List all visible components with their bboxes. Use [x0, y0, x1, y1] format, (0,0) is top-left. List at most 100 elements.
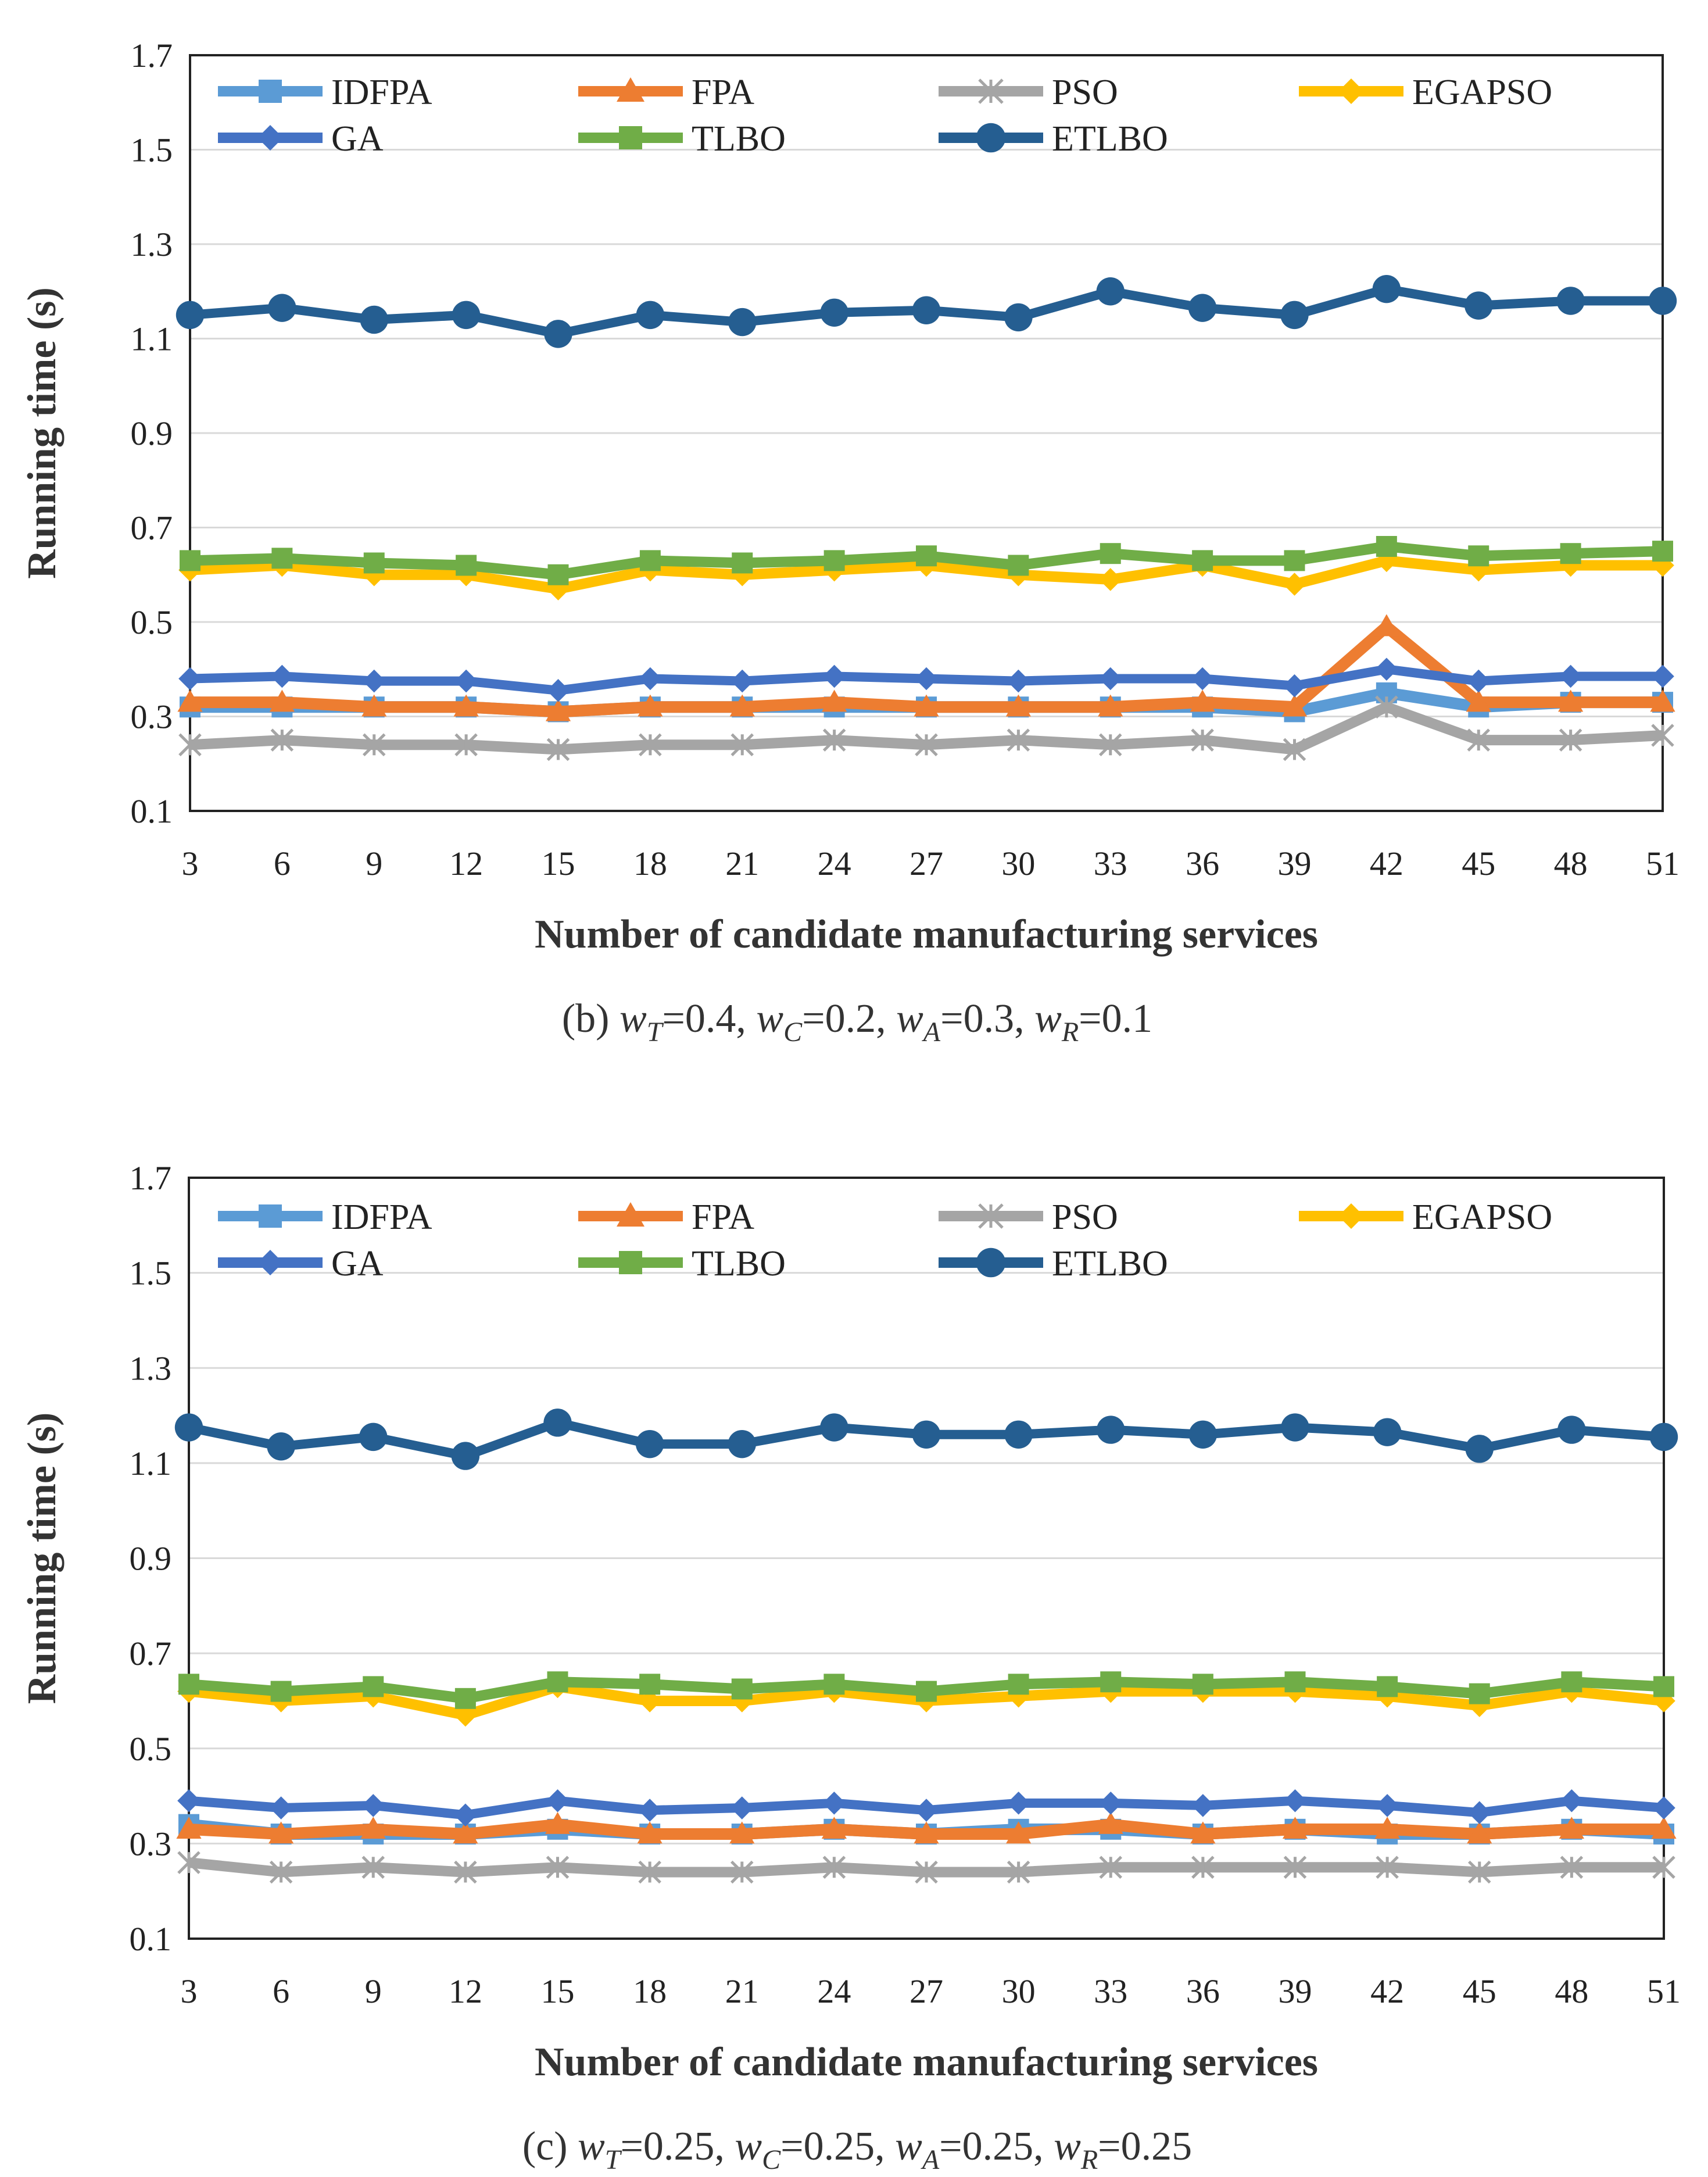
- data-point: [1006, 1821, 1032, 1844]
- legend-label: IDFPA: [331, 1197, 432, 1237]
- data-point: [452, 301, 481, 330]
- data-point: [176, 301, 205, 330]
- legend-item: ETLBO: [939, 1244, 1168, 1284]
- data-point: [1190, 689, 1215, 712]
- legend-label: GA: [331, 119, 384, 159]
- data-point: [1192, 1674, 1213, 1695]
- data-point: [1005, 694, 1031, 717]
- data-point: [177, 1851, 200, 1874]
- data-point: [1651, 724, 1674, 747]
- data-point: [1097, 1415, 1125, 1444]
- x-tick-label: 21: [725, 1972, 759, 2010]
- x-tick-label: 3: [181, 1972, 198, 2010]
- data-point: [823, 1674, 845, 1695]
- data-point: [1188, 294, 1217, 322]
- data-point: [1559, 664, 1582, 688]
- data-point: [1558, 689, 1584, 712]
- data-point: [1467, 1801, 1491, 1824]
- legend-item: IDFPA: [218, 73, 432, 112]
- data-point: [1651, 1817, 1677, 1839]
- legend-item: ETLBO: [939, 119, 1168, 159]
- data-point: [1281, 1413, 1309, 1442]
- data-point: [547, 1671, 568, 1693]
- data-point: [1098, 667, 1122, 691]
- data-point: [1284, 1671, 1306, 1693]
- data-point: [1100, 1671, 1122, 1693]
- data-point: [728, 1429, 756, 1459]
- x-tick-label: 27: [909, 1972, 943, 2010]
- data-point: [1650, 689, 1675, 712]
- legend-marker: [978, 78, 1004, 104]
- y-tick-label: 0.3: [130, 1825, 172, 1863]
- legend-marker: [1338, 1203, 1364, 1229]
- x-tick-label: 15: [542, 845, 575, 882]
- data-point: [176, 1817, 202, 1839]
- legend-marker: [259, 80, 282, 103]
- data-point: [639, 1674, 661, 1695]
- data-point: [1281, 694, 1308, 717]
- data-point: [822, 664, 846, 688]
- data-point: [1282, 1817, 1308, 1839]
- data-point: [178, 1674, 199, 1695]
- data-point: [453, 694, 479, 717]
- data-point: [451, 1442, 480, 1470]
- x-tick-label: 12: [449, 1972, 482, 2010]
- legend-label: TLBO: [692, 119, 786, 159]
- x-tick-label: 30: [1001, 845, 1035, 882]
- data-point: [362, 563, 386, 587]
- data-point: [268, 294, 296, 322]
- data-point: [1372, 274, 1401, 303]
- legend-label: PSO: [1052, 73, 1118, 112]
- data-point: [1467, 669, 1491, 693]
- data-point: [1556, 287, 1585, 315]
- legend-item: PSO: [939, 73, 1118, 112]
- data-point: [1649, 1422, 1678, 1452]
- data-point: [456, 555, 477, 576]
- x-tick-label: 51: [1646, 845, 1680, 882]
- series-ga: [177, 1789, 1675, 1827]
- y-axis-title: Running time (s): [20, 1413, 65, 1704]
- legend-item: GA: [218, 119, 384, 159]
- plot-frame: [188, 1177, 1665, 1940]
- y-tick-label: 1.1: [131, 320, 173, 358]
- data-point: [1099, 1792, 1123, 1815]
- x-tick-label: 18: [633, 845, 667, 882]
- data-point: [1467, 1821, 1492, 1844]
- y-tick-label: 1.3: [131, 226, 173, 263]
- data-point: [1191, 667, 1214, 691]
- legend-marker: [617, 1202, 644, 1227]
- data-point: [1008, 1674, 1029, 1695]
- data-point: [1560, 1856, 1584, 1879]
- data-point: [360, 1817, 386, 1839]
- data-point: [1099, 1856, 1123, 1879]
- legend-marker: [619, 126, 642, 149]
- chart-panel-c: 0.10.30.50.70.91.11.31.51.73 6 9 12 15 18 21 24…: [20, 1159, 1681, 2175]
- data-point: [635, 1429, 664, 1459]
- data-point: [546, 679, 570, 702]
- data-point: [1191, 1856, 1215, 1879]
- data-point: [637, 1821, 663, 1844]
- data-point: [1007, 728, 1030, 752]
- legend-item: PSO: [939, 1197, 1118, 1237]
- data-point: [363, 1676, 384, 1697]
- x-tick-label: 48: [1554, 845, 1588, 882]
- data-point: [731, 733, 754, 757]
- data-point: [545, 1812, 571, 1834]
- data-point: [544, 320, 572, 348]
- data-point: [1648, 287, 1677, 315]
- data-point: [363, 552, 385, 574]
- data-point: [453, 1821, 478, 1844]
- x-tick-label: 3: [182, 845, 199, 882]
- data-point: [1467, 728, 1491, 752]
- data-point: [359, 1422, 388, 1452]
- data-point: [1283, 1789, 1307, 1813]
- legend-label: EGAPSO: [1412, 1197, 1552, 1237]
- legend-label: ETLBO: [1052, 119, 1168, 159]
- data-point: [268, 1821, 294, 1844]
- data-point: [1008, 555, 1029, 576]
- data-point: [1377, 1676, 1398, 1697]
- data-point: [820, 1413, 848, 1442]
- data-point: [638, 1799, 661, 1822]
- data-point: [638, 1860, 661, 1884]
- x-tick-label: 6: [273, 1972, 289, 2010]
